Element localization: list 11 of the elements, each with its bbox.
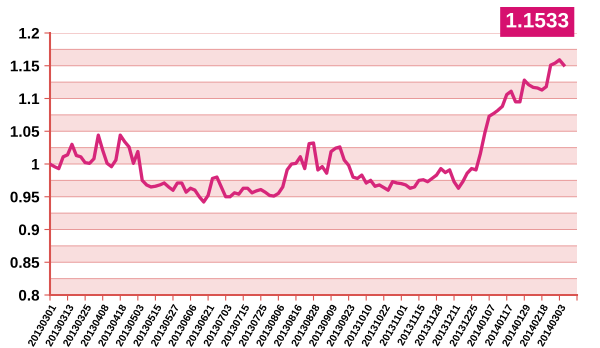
y-tick-label: 1.15	[10, 60, 40, 72]
y-tick-label: 0.95	[10, 192, 40, 202]
y-tick-label: 0.9	[18, 224, 40, 236]
y-tick-label: 0.8	[18, 290, 40, 301]
y-tick-label: 1.1	[19, 94, 40, 104]
text: 1.1533	[506, 12, 568, 28]
y-tick-label: 1	[32, 159, 40, 170]
line-series	[50, 58, 566, 204]
y-tick-label: 1.05	[10, 126, 40, 137]
y-tick-label: 0.85	[10, 257, 40, 268]
y-tick-label: 1.2	[19, 28, 39, 39]
